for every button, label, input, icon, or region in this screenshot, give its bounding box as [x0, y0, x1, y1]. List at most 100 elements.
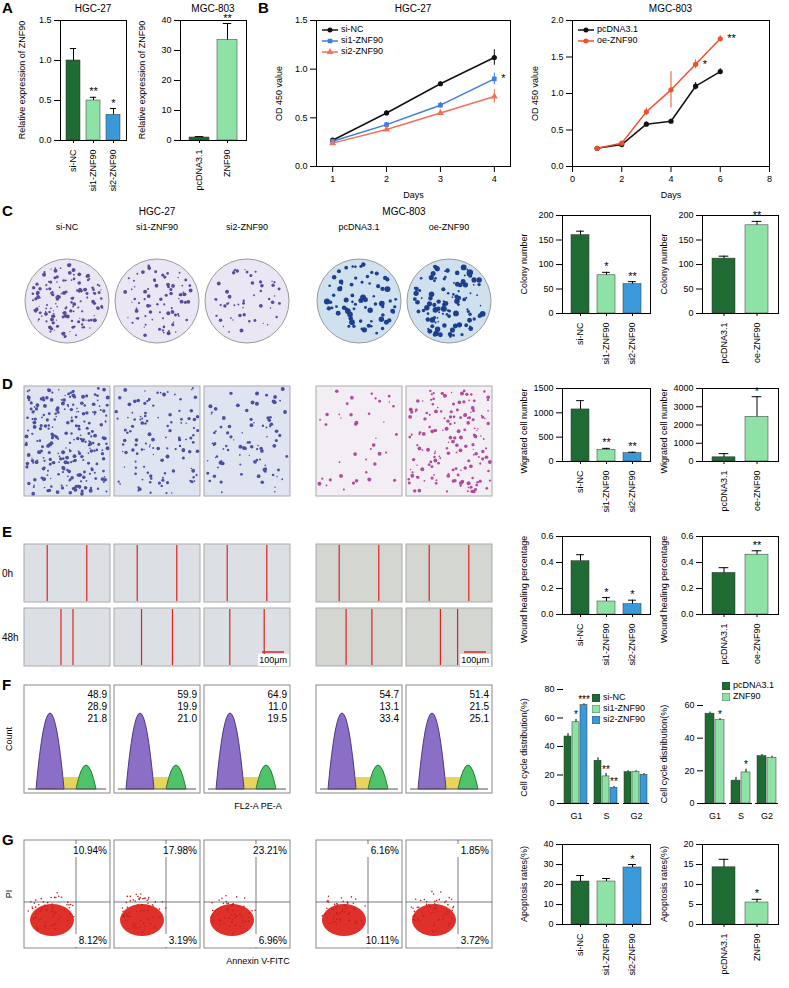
svg-text:**: ** [89, 85, 98, 97]
svg-text:100μm: 100μm [259, 655, 287, 665]
svg-text:19.5: 19.5 [268, 713, 288, 724]
svg-text:3.19%: 3.19% [169, 935, 197, 946]
svg-text:0.5: 0.5 [39, 95, 52, 105]
svg-text:0.0: 0.0 [39, 135, 52, 145]
svg-text:0: 0 [688, 919, 693, 929]
svg-text:200: 200 [678, 210, 693, 220]
svg-text:17.98%: 17.98% [163, 845, 197, 856]
svg-text:si1-ZNF90: si1-ZNF90 [601, 624, 611, 666]
svg-text:0: 0 [548, 919, 553, 929]
svg-text:pcDNA3.1: pcDNA3.1 [719, 624, 729, 665]
svg-text:Colony number: Colony number [519, 233, 529, 294]
svg-text:si-NC: si-NC [575, 623, 585, 646]
svg-text:48h: 48h [2, 632, 19, 643]
svg-text:si1-ZNF90: si1-ZNF90 [88, 150, 98, 192]
svg-text:20: 20 [684, 766, 694, 776]
svg-text:150: 150 [538, 235, 553, 245]
svg-text:33.4: 33.4 [380, 713, 400, 724]
svg-text:2000: 2000 [673, 420, 693, 430]
svg-text:*: * [703, 58, 708, 70]
svg-text:0: 0 [548, 456, 553, 466]
svg-text:3: 3 [438, 174, 443, 184]
svg-text:Relative expression of ZNF90: Relative expression of ZNF90 [137, 21, 147, 140]
svg-text:100: 100 [678, 259, 693, 269]
svg-text:13.1: 13.1 [380, 701, 400, 712]
svg-text:60: 60 [544, 713, 554, 723]
svg-text:**: ** [727, 32, 736, 44]
svg-text:0: 0 [548, 308, 553, 318]
svg-text:Annexin V-FITC: Annexin V-FITC [226, 956, 290, 966]
svg-text:si-NC: si-NC [575, 933, 585, 956]
svg-text:3000: 3000 [673, 402, 693, 412]
svg-text:Relative expression of ZNF90: Relative expression of ZNF90 [17, 21, 27, 140]
svg-text:59.9: 59.9 [178, 689, 198, 700]
svg-text:0.2: 0.2 [541, 583, 554, 593]
svg-text:*: * [501, 72, 506, 84]
svg-text:0h: 0h [2, 568, 13, 579]
svg-text:**: ** [602, 436, 611, 448]
svg-text:si1-ZNF90: si1-ZNF90 [601, 323, 611, 365]
svg-text:*: * [630, 853, 635, 865]
svg-text:2: 2 [384, 174, 389, 184]
svg-text:si2-ZNF90: si2-ZNF90 [627, 323, 637, 365]
svg-text:*: * [630, 588, 635, 600]
svg-text:OD 450 value: OD 450 value [530, 66, 540, 121]
svg-text:*: * [744, 759, 748, 770]
svg-text:ZNF90: ZNF90 [752, 934, 762, 962]
svg-text:6.16%: 6.16% [371, 845, 399, 856]
svg-text:S: S [738, 811, 744, 821]
svg-text:40: 40 [544, 741, 554, 751]
svg-text:si1-ZNF90: si1-ZNF90 [601, 471, 611, 513]
svg-text:2.0: 2.0 [551, 15, 564, 25]
svg-text:0: 0 [688, 456, 693, 466]
svg-text:15: 15 [683, 859, 693, 869]
svg-text:25.1: 25.1 [470, 713, 490, 724]
svg-text:11.0: 11.0 [268, 701, 287, 712]
svg-text:48.9: 48.9 [88, 689, 108, 700]
svg-text:MGC-803: MGC-803 [382, 206, 426, 217]
svg-text:4000: 4000 [673, 383, 693, 393]
svg-text:Wound healing percentage: Wound healing percentage [519, 536, 529, 643]
svg-text:HGC-27: HGC-27 [139, 206, 176, 217]
svg-text:pcDNA3.1: pcDNA3.1 [719, 934, 729, 975]
svg-text:si2-ZNF90: si2-ZNF90 [627, 934, 637, 976]
svg-text:**: ** [628, 440, 637, 452]
svg-text:si2-ZNF90: si2-ZNF90 [226, 222, 268, 232]
svg-text:0: 0 [689, 798, 694, 808]
svg-text:51.4: 51.4 [470, 689, 490, 700]
svg-text:Cell cycle distribution(%): Cell cycle distribution(%) [519, 698, 529, 797]
svg-text:si2-ZNF90: si2-ZNF90 [627, 624, 637, 666]
svg-text:*: * [604, 586, 609, 598]
svg-text:10: 10 [543, 899, 553, 909]
svg-text:0: 0 [688, 308, 693, 318]
svg-text:54.7: 54.7 [380, 689, 400, 700]
svg-text:Cell cycle distribution(%): Cell cycle distribution(%) [659, 705, 669, 804]
svg-text:si-NC: si-NC [68, 149, 78, 172]
svg-text:500: 500 [538, 432, 553, 442]
svg-text:0.0: 0.0 [541, 609, 554, 619]
svg-text:80: 80 [544, 684, 554, 694]
svg-text:21.8: 21.8 [88, 713, 108, 724]
svg-text:OD 450 value: OD 450 value [274, 66, 284, 121]
svg-text:2: 2 [619, 174, 624, 184]
svg-text:*: * [604, 260, 609, 272]
svg-text:**: ** [610, 776, 618, 787]
svg-text:0.0: 0.0 [681, 609, 694, 619]
svg-text:*: * [718, 709, 722, 720]
svg-text:100μm: 100μm [461, 655, 489, 665]
svg-text:FL2-A PE-A: FL2-A PE-A [234, 801, 282, 811]
svg-text:*: * [755, 385, 760, 397]
svg-text:19.9: 19.9 [178, 701, 198, 712]
svg-text:1.85%: 1.85% [461, 845, 489, 856]
svg-text:20: 20 [161, 75, 171, 85]
svg-text:G2: G2 [761, 811, 773, 821]
svg-text:5: 5 [688, 899, 693, 909]
svg-text:0.6: 0.6 [681, 531, 694, 541]
svg-text:si1-ZNF90: si1-ZNF90 [601, 934, 611, 976]
svg-text:23.21%: 23.21% [253, 845, 287, 856]
svg-text:8.12%: 8.12% [79, 935, 107, 946]
svg-text:30: 30 [543, 859, 553, 869]
svg-text:Wound healing percentage: Wound healing percentage [659, 536, 669, 643]
svg-text:G1: G1 [709, 811, 721, 821]
svg-text:oe-ZNF90: oe-ZNF90 [752, 323, 762, 364]
